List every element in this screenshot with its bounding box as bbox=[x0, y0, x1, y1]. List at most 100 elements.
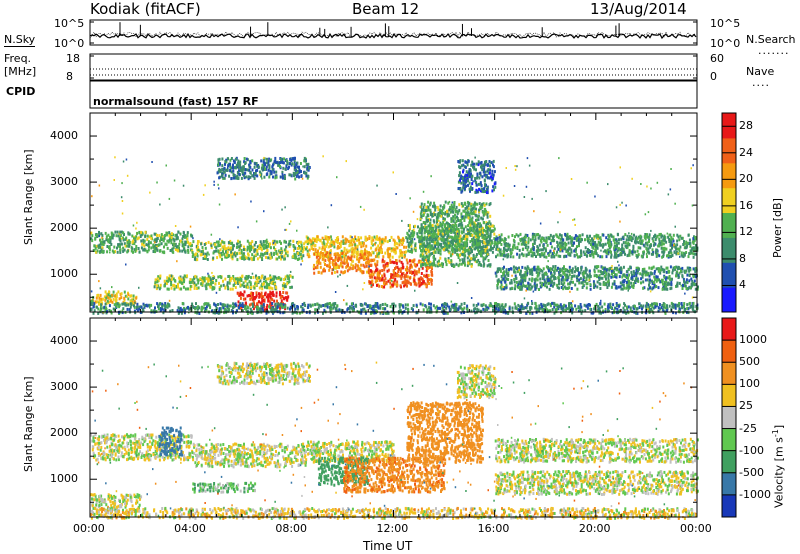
power-cell bbox=[682, 243, 685, 246]
power-cell bbox=[559, 254, 562, 258]
power-cell bbox=[419, 212, 422, 216]
power-cell bbox=[692, 267, 695, 271]
power-cell bbox=[519, 287, 522, 291]
power-cell bbox=[461, 258, 464, 262]
power-cell bbox=[205, 282, 208, 286]
power-cell bbox=[306, 245, 308, 249]
power-cell bbox=[460, 212, 463, 216]
power-cell bbox=[538, 271, 541, 275]
power-cell bbox=[626, 274, 628, 278]
power-cell bbox=[159, 274, 162, 278]
power-cell bbox=[568, 309, 571, 313]
power-cell bbox=[456, 217, 459, 221]
power-cell bbox=[412, 229, 415, 232]
power-cell bbox=[406, 279, 408, 283]
power-cell bbox=[144, 248, 147, 252]
power-cell bbox=[108, 247, 111, 251]
power-cell bbox=[115, 292, 118, 296]
power-cell bbox=[391, 276, 394, 279]
power-cell bbox=[122, 249, 125, 253]
power-cell bbox=[429, 208, 432, 212]
power-cell bbox=[332, 240, 335, 244]
power-cell bbox=[614, 253, 616, 257]
power-cell bbox=[431, 267, 433, 271]
power-cell bbox=[276, 252, 279, 256]
power-cell bbox=[469, 229, 471, 233]
power-cell bbox=[517, 282, 520, 286]
power-cell bbox=[422, 221, 425, 224]
power-cell bbox=[480, 263, 483, 267]
power-cell bbox=[159, 236, 162, 240]
power-cell bbox=[138, 250, 141, 254]
power-cell bbox=[205, 284, 208, 288]
power-cell bbox=[410, 259, 413, 263]
power-cell bbox=[441, 237, 444, 241]
power-cell bbox=[259, 301, 262, 305]
power-cell bbox=[273, 277, 275, 281]
power-cell bbox=[471, 222, 474, 226]
power-cell bbox=[650, 279, 653, 283]
power-cell bbox=[377, 244, 380, 248]
power-cell bbox=[461, 253, 464, 256]
power-cell bbox=[397, 270, 400, 274]
power-cell bbox=[642, 280, 645, 284]
power-cell bbox=[612, 238, 615, 242]
power-cell bbox=[470, 202, 473, 206]
power-cell bbox=[568, 269, 571, 273]
power-cell bbox=[277, 276, 280, 280]
power-cell bbox=[530, 248, 533, 252]
power-cell bbox=[211, 287, 214, 291]
power-cell bbox=[514, 287, 516, 291]
power-cell bbox=[321, 247, 324, 251]
power-cell bbox=[460, 239, 463, 243]
power-cell bbox=[523, 238, 526, 242]
power-cell bbox=[557, 279, 560, 283]
power-cell bbox=[523, 273, 526, 277]
power-cell bbox=[139, 235, 142, 238]
power-cell bbox=[513, 268, 516, 272]
power-cell bbox=[209, 276, 212, 280]
power-cell bbox=[541, 277, 544, 281]
power-cell bbox=[657, 244, 660, 248]
power-cell bbox=[526, 269, 529, 273]
power-cell bbox=[184, 235, 187, 239]
power-cell bbox=[372, 258, 375, 262]
power-cell bbox=[421, 249, 424, 252]
power-cell bbox=[482, 259, 485, 263]
power-cell bbox=[636, 278, 639, 282]
power-cell bbox=[484, 242, 487, 246]
power-cell bbox=[604, 249, 607, 253]
power-cell bbox=[98, 230, 100, 234]
power-cell bbox=[531, 285, 533, 289]
power-cell bbox=[651, 237, 654, 241]
power-cell bbox=[239, 256, 242, 260]
power-cell bbox=[422, 205, 425, 209]
power-cell bbox=[153, 285, 156, 289]
power-cell bbox=[419, 276, 422, 280]
power-cell bbox=[585, 282, 588, 286]
power-cell bbox=[625, 238, 628, 242]
power-cell bbox=[242, 297, 245, 301]
power-cell bbox=[306, 242, 309, 246]
power-cell bbox=[161, 234, 164, 238]
power-cell bbox=[410, 242, 413, 246]
power-cell bbox=[640, 277, 643, 281]
power-cell bbox=[302, 248, 305, 252]
power-cell bbox=[444, 232, 447, 236]
power-cell bbox=[521, 285, 524, 289]
power-cell bbox=[568, 282, 571, 286]
power-cell bbox=[608, 281, 610, 285]
power-cell bbox=[559, 246, 561, 250]
power-cell bbox=[395, 259, 398, 262]
power-cell bbox=[130, 249, 133, 253]
power-cell bbox=[576, 287, 579, 291]
power-cell bbox=[557, 266, 559, 270]
power-cell bbox=[182, 231, 185, 235]
power-cell bbox=[98, 232, 101, 236]
power-cell bbox=[107, 293, 110, 297]
power-cell bbox=[450, 217, 453, 221]
power-cell bbox=[690, 251, 693, 255]
power-cell bbox=[479, 222, 481, 226]
power-cell bbox=[403, 255, 406, 259]
power-cell bbox=[165, 279, 168, 283]
